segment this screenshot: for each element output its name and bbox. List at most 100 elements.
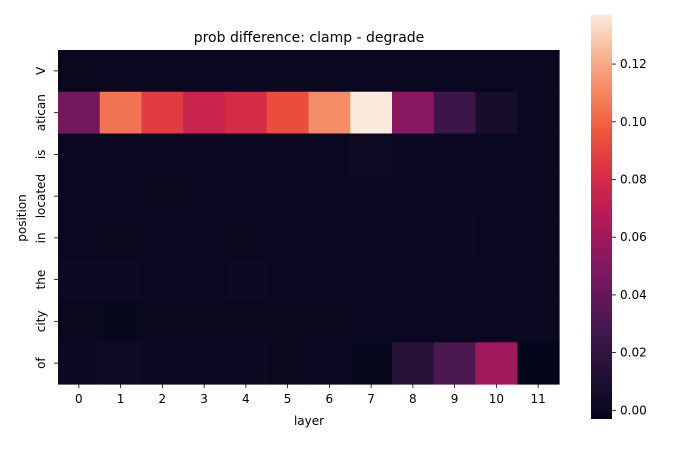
x-tick-label: 7 (367, 392, 375, 406)
heatmap-cell-r1-c6 (308, 91, 351, 135)
heatmap-cell-r2-c11 (517, 133, 560, 176)
heatmap-cell-r1-c1 (99, 91, 143, 135)
heatmap-cell-r3-c9 (433, 175, 477, 218)
heatmap-cell-r7-c9 (433, 342, 477, 385)
heatmap-cell-r6-c3 (183, 300, 226, 343)
heatmap-cell-r7-c7 (350, 342, 393, 385)
heatmap-cell-r4-c8 (392, 217, 435, 260)
heatmap-cell-r5-c5 (266, 258, 310, 302)
y-tick-label: of (34, 357, 48, 369)
heatmap-cell-r5-c6 (308, 258, 351, 302)
heatmap-cell-r2-c10 (475, 133, 518, 176)
colorbar (591, 15, 612, 419)
heatmap-cell-r1-c10 (475, 91, 518, 135)
heatmap-cell-r7-c11 (517, 342, 560, 385)
heatmap-cell-r5-c3 (183, 258, 226, 302)
colorbar-ticks: 0.00 0.02 0.04 0.06 0.08 0.10 0.12 (612, 57, 647, 417)
heatmap-cell-r0-c2 (141, 50, 184, 93)
heatmap-cell-r1-c3 (183, 91, 226, 135)
heatmap-cell-r0-c4 (225, 50, 268, 93)
colorbar-tick-label: 0.08 (620, 172, 647, 186)
heatmap-cell-r4-c11 (517, 217, 560, 260)
heatmap-cell-r7-c1 (99, 342, 143, 385)
x-tick-label: 5 (284, 392, 292, 406)
heatmap-cell-r4-c5 (266, 217, 310, 260)
heatmap-cell-r7-c3 (183, 342, 226, 385)
heatmap-cell-r6-c4 (225, 300, 268, 343)
heatmap-cell-r1-c4 (225, 91, 268, 135)
x-tick-label: 2 (159, 392, 167, 406)
heatmap-cells (58, 50, 560, 385)
x-axis-ticks: 0 1 2 3 4 5 6 7 8 9 10 11 (75, 384, 546, 406)
heatmap-cell-r6-c9 (433, 300, 477, 343)
heatmap-cell-r0-c7 (350, 50, 393, 93)
heatmap-cell-r4-c9 (433, 217, 477, 260)
heatmap-cell-r3-c2 (141, 175, 184, 218)
heatmap-cell-r0-c8 (392, 50, 435, 93)
heatmap-cell-r5-c11 (517, 258, 560, 302)
heatmap-cell-r3-c4 (225, 175, 268, 218)
colorbar-tick-label: 0.06 (620, 230, 647, 244)
heatmap-cell-r0-c3 (183, 50, 226, 93)
x-tick-label: 1 (117, 392, 125, 406)
heatmap-cell-r1-c5 (266, 91, 310, 135)
heatmap-cell-r1-c11 (517, 91, 560, 135)
x-tick-label: 9 (451, 392, 459, 406)
x-tick-label: 3 (200, 392, 208, 406)
x-axis-label: layer (294, 414, 324, 428)
heatmap-cell-r6-c8 (392, 300, 435, 343)
heatmap-cell-r6-c10 (475, 300, 518, 343)
heatmap-cell-r6-c11 (517, 300, 560, 343)
heatmap-cell-r4-c0 (58, 217, 101, 260)
heatmap-cell-r3-c5 (266, 175, 310, 218)
y-tick-label: city (34, 311, 48, 333)
heatmap-cell-r5-c4 (225, 258, 268, 302)
y-tick-label: located (34, 174, 48, 218)
heatmap-cell-r6-c7 (350, 300, 393, 343)
heatmap-cell-r2-c8 (392, 133, 435, 176)
y-tick-label: in (34, 232, 48, 243)
y-tick-label: is (34, 150, 48, 160)
heatmap-cell-r2-c3 (183, 133, 226, 176)
y-tick-label: V (34, 66, 48, 75)
heatmap-cell-r6-c2 (141, 300, 184, 343)
heatmap-cell-r3-c11 (517, 175, 560, 218)
heatmap-cell-r0-c9 (433, 50, 477, 93)
heatmap-cell-r6-c1 (99, 300, 143, 343)
heatmap-cell-r5-c7 (350, 258, 393, 302)
heatmap-cell-r0-c0 (58, 50, 101, 93)
heatmap-cell-r5-c1 (99, 258, 143, 302)
heatmap-cell-r3-c1 (99, 175, 143, 218)
colorbar-tick-label: 0.12 (620, 57, 647, 71)
heatmap-cell-r2-c5 (266, 133, 310, 176)
heatmap-cell-r4-c6 (308, 217, 351, 260)
x-tick-label: 4 (242, 392, 250, 406)
chart-title: prob difference: clamp - degrade (194, 30, 425, 46)
y-tick-label: atican (34, 94, 48, 131)
y-tick-label: the (34, 270, 48, 290)
heatmap-cell-r2-c2 (141, 133, 184, 176)
heatmap-cell-r3-c10 (475, 175, 518, 218)
x-tick-label: 8 (409, 392, 417, 406)
heatmap-cell-r2-c7 (350, 133, 393, 176)
heatmap-cell-r5-c8 (392, 258, 435, 302)
heatmap-cell-r0-c10 (475, 50, 518, 93)
heatmap-cell-r7-c0 (58, 342, 101, 385)
heatmap-cell-r4-c10 (475, 217, 518, 260)
heatmap-cell-r4-c2 (141, 217, 184, 260)
heatmap-cell-r3-c6 (308, 175, 351, 218)
heatmap-cell-r5-c9 (433, 258, 477, 302)
heatmap-cell-r0-c6 (308, 50, 351, 93)
colorbar-tick-label: 0.00 (620, 403, 647, 417)
heatmap-cell-r7-c2 (141, 342, 184, 385)
x-tick-label: 10 (489, 392, 504, 406)
y-axis-label: position (15, 194, 29, 242)
heatmap-cell-r4-c1 (99, 217, 143, 260)
heatmap-cell-r1-c0 (58, 91, 101, 135)
heatmap-cell-r3-c7 (350, 175, 393, 218)
heatmap-cell-r5-c10 (475, 258, 518, 302)
heatmap-cell-r7-c8 (392, 342, 435, 385)
